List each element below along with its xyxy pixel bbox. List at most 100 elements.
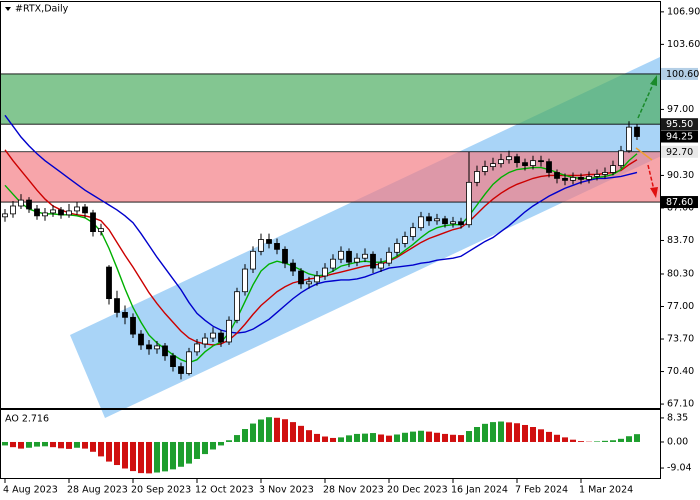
candle-body: [114, 298, 120, 313]
ao-bar: [386, 435, 392, 442]
ao-bar: [82, 441, 88, 449]
candle-body: [450, 221, 456, 225]
ao-bar: [66, 441, 72, 449]
candle-body: [578, 177, 584, 180]
y-tick-label: 77.00: [667, 301, 694, 312]
ao-bar: [274, 417, 280, 442]
ao-bar: [362, 433, 368, 442]
ao-bar: [378, 434, 384, 442]
candle-body: [226, 319, 232, 343]
ao-bar: [514, 423, 520, 442]
ao-bar: [34, 441, 40, 447]
ao-bar: [322, 436, 328, 442]
candle-body: [138, 333, 144, 346]
forecast-arrows: [635, 75, 658, 198]
candle-body: [34, 208, 40, 217]
candle-body: [514, 156, 520, 164]
ao-bar: [570, 439, 576, 442]
level-label: 92.70: [666, 147, 693, 158]
x-tick-label: 28 Nov 2023: [323, 485, 384, 496]
ao-bar: [554, 434, 560, 442]
ao-bar: [258, 419, 264, 442]
ao-bar: [138, 441, 144, 474]
candle-body: [602, 172, 608, 175]
y-tick-label: 67.10: [667, 399, 694, 410]
candle-body: [410, 227, 416, 237]
candle-body: [546, 161, 552, 173]
y-tick-label: 103.60: [667, 39, 700, 50]
candle-body: [338, 250, 344, 260]
ao-bar: [146, 441, 152, 474]
candle-body: [618, 150, 624, 166]
candle-body: [594, 174, 600, 177]
level-box: [661, 118, 698, 131]
candle-body: [314, 275, 320, 283]
candle-body: [586, 176, 592, 180]
candle-body: [354, 257, 360, 263]
ao-bar: [282, 419, 288, 442]
candle-body: [250, 250, 256, 270]
ao-bar: [466, 431, 472, 442]
candle-body: [330, 258, 336, 269]
ao-bar: [402, 432, 408, 442]
y-tick-label: 70.40: [667, 366, 694, 377]
ao-bar: [546, 431, 552, 442]
ao-bar: [162, 441, 168, 472]
candle-body: [178, 366, 184, 374]
candle-body: [626, 126, 632, 152]
candle-body: [82, 206, 88, 214]
candle-body: [498, 159, 504, 165]
ao-bar: [154, 441, 160, 473]
candle-body: [266, 239, 272, 244]
candle-body: [442, 218, 448, 225]
ao-bar: [482, 423, 488, 442]
candle-body: [242, 268, 248, 293]
ao-bar: [338, 437, 344, 442]
candle-body: [210, 332, 216, 339]
ao-bar: [458, 435, 464, 442]
candle-body: [42, 212, 48, 217]
ao-bar: [26, 441, 32, 448]
ao-panel-frame: [0, 409, 661, 479]
ao-bar: [178, 441, 184, 467]
candle-body: [554, 172, 560, 179]
candle-body: [274, 243, 280, 250]
candle-body: [146, 344, 152, 350]
candle-body: [290, 262, 296, 272]
candle-body: [466, 181, 472, 226]
ao-bar: [626, 436, 632, 442]
ao-bar: [354, 433, 360, 442]
candle-body: [194, 343, 200, 353]
arrowhead: [650, 187, 658, 198]
ao-bar: [122, 441, 128, 469]
candle-body: [482, 166, 488, 172]
y-tick-label: 106.90: [667, 6, 700, 17]
ao-bar: [594, 441, 600, 442]
level-label: 95.50: [666, 119, 693, 130]
candle-body: [538, 160, 544, 163]
candle-body: [122, 312, 128, 318]
candle-body: [258, 239, 264, 252]
menu-icon: [5, 7, 11, 11]
candle-body: [570, 177, 576, 181]
candle-body: [386, 251, 392, 264]
level-label: 100.60: [666, 69, 699, 80]
level-label: 94.25: [666, 132, 693, 143]
candle-body: [106, 266, 112, 300]
ao-bar: [130, 441, 136, 472]
candle-body: [186, 351, 192, 374]
ao-bar: [114, 441, 120, 466]
x-tick-label: 20 Sep 2023: [131, 485, 191, 496]
ao-bar: [74, 441, 80, 448]
candle-body: [50, 209, 56, 214]
ao-bar: [306, 430, 312, 442]
candle-body: [322, 267, 328, 277]
ao-bar: [434, 432, 440, 442]
ao-bar: [346, 435, 352, 442]
level-box: [661, 130, 698, 143]
y-tick-label: 90.30: [667, 170, 694, 181]
candle-body: [346, 250, 352, 263]
candle-body: [234, 291, 240, 321]
candle-body: [10, 205, 16, 215]
chart-title: #RTX,Daily: [15, 4, 69, 15]
